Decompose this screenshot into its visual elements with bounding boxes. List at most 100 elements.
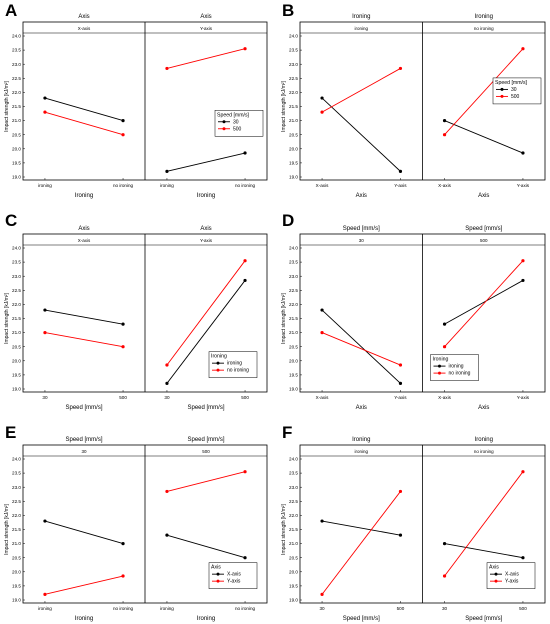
y-tick-label: 24.0 <box>12 34 21 39</box>
y-tick-label: 19.0 <box>289 387 298 392</box>
legend-entry: Y-axis <box>505 579 519 585</box>
data-point-ironing <box>165 381 169 385</box>
x-tick-label: no ironing <box>235 606 256 611</box>
legend-entry: 30 <box>233 119 239 125</box>
legend-entry: 500 <box>233 126 242 132</box>
series-line-ironing <box>444 280 524 325</box>
facet-title: Ironing <box>475 14 493 20</box>
x-tick-label: X-axis <box>316 395 329 400</box>
series-line-500 <box>166 48 246 69</box>
data-point-y-axis <box>43 592 47 596</box>
facet-strip-label: 500 <box>202 449 210 454</box>
x-axis-label: Ironing <box>197 616 215 622</box>
y-tick-label: 20.0 <box>12 146 21 151</box>
series-line-500 <box>321 68 401 113</box>
series-line-ironing <box>321 309 401 384</box>
data-point-y-axis <box>165 489 169 494</box>
y-tick-label: 23.0 <box>289 62 298 67</box>
legend-box <box>430 354 479 381</box>
y-tick-label: 24.0 <box>289 246 298 251</box>
y-tick-label: 23.5 <box>12 260 21 265</box>
data-point-ironing <box>442 322 447 326</box>
data-point-30 <box>442 119 447 123</box>
x-tick-label: no ironing <box>113 606 134 611</box>
legend-marker <box>438 364 441 368</box>
series-line-500 <box>44 111 124 136</box>
panel-e: E Speed [mm/s] Speed [mm/s] 30 500 19.0 19.5 20… <box>4 423 268 622</box>
legend-entry: 30 <box>511 87 517 93</box>
legend-marker <box>438 371 441 375</box>
x-tick-label: Y-axis <box>394 183 407 188</box>
data-point-x-axis <box>43 519 47 523</box>
x-axis-label: Axis <box>356 193 367 199</box>
y-tick-label: 22.0 <box>289 302 298 307</box>
facet-title: Ironing <box>352 437 370 443</box>
panel-a: A Axis Axis X-axis Y-axis 19.0 19.5 20.0 20.5 21.… <box>4 1 268 199</box>
series-line-no-ironing <box>44 332 124 348</box>
data-point-x-axis <box>398 533 403 537</box>
y-tick-label: 23.0 <box>289 274 298 279</box>
y-tick-label: 23.5 <box>12 471 21 476</box>
y-tick-label: 23.5 <box>289 48 298 53</box>
y-tick-label: 20.5 <box>289 344 298 349</box>
legend-box <box>486 562 536 589</box>
series-line-x-axis <box>444 543 524 559</box>
data-point-no-ironing <box>43 331 47 335</box>
legend-title: Ironing <box>433 357 449 363</box>
data-point-30 <box>320 96 324 100</box>
data-point-no-ironing <box>243 259 247 263</box>
y-tick-label: 19.5 <box>289 161 298 166</box>
x-axis-label: Speed [mm/s] <box>187 405 224 411</box>
y-tick-label: 19.5 <box>289 373 298 378</box>
x-tick-label: Y-axis <box>394 395 407 400</box>
series-line-30 <box>321 97 401 172</box>
data-point-500 <box>442 133 447 137</box>
x-axis-label: Speed [mm/s] <box>465 616 502 622</box>
y-tick-label: 20.5 <box>12 344 21 349</box>
y-tick-label: 20.5 <box>289 555 298 560</box>
y-tick-label: 22.0 <box>12 90 21 95</box>
data-point-no-ironing <box>165 363 169 367</box>
series-line-30 <box>444 120 524 154</box>
y-axis-label: Impact strength [kJ/m²] <box>4 503 10 554</box>
data-point-y-axis <box>521 470 525 474</box>
data-point-y-axis <box>398 489 403 494</box>
y-tick-label: 20.0 <box>289 358 298 363</box>
y-axis-label: Impact strength [kJ/m²] <box>281 80 287 131</box>
data-point-ironing <box>43 308 47 312</box>
series-line-x-axis <box>44 520 124 545</box>
facet-strip-label: X-axis <box>78 26 91 31</box>
y-axis-label: Impact strength [kJ/m²] <box>4 80 10 131</box>
y-tick-label: 22.0 <box>289 90 298 95</box>
legend-marker <box>216 572 220 576</box>
x-tick-label: 30 <box>442 606 448 611</box>
legend-title: Axis <box>489 565 499 571</box>
y-tick-label: 21.0 <box>12 330 21 335</box>
legend-marker <box>494 579 498 583</box>
y-tick-label: 21.5 <box>289 104 298 109</box>
y-tick-label: 21.5 <box>289 316 298 321</box>
x-tick-label: 30 <box>42 395 48 400</box>
y-tick-label: 20.5 <box>289 132 298 137</box>
y-tick-label: 19.5 <box>12 584 21 589</box>
y-tick-label: 22.5 <box>12 76 21 81</box>
panel-letter: F <box>282 423 292 442</box>
legend-entry: Y-axis <box>227 579 241 585</box>
y-tick-label: 20.5 <box>12 132 21 137</box>
data-point-x-axis <box>521 556 525 560</box>
y-tick-label: 21.0 <box>289 541 298 546</box>
y-tick-label: 22.5 <box>12 288 21 293</box>
facet-strip-label: no ironing <box>474 449 494 454</box>
series-line-y-axis <box>444 471 524 577</box>
x-tick-label: 30 <box>319 606 325 611</box>
y-tick-label: 20.0 <box>289 146 298 151</box>
series-line-y-axis <box>166 471 246 492</box>
legend-marker <box>216 579 220 583</box>
y-tick-label: 19.5 <box>12 161 21 166</box>
y-tick-label: 19.0 <box>289 175 298 180</box>
